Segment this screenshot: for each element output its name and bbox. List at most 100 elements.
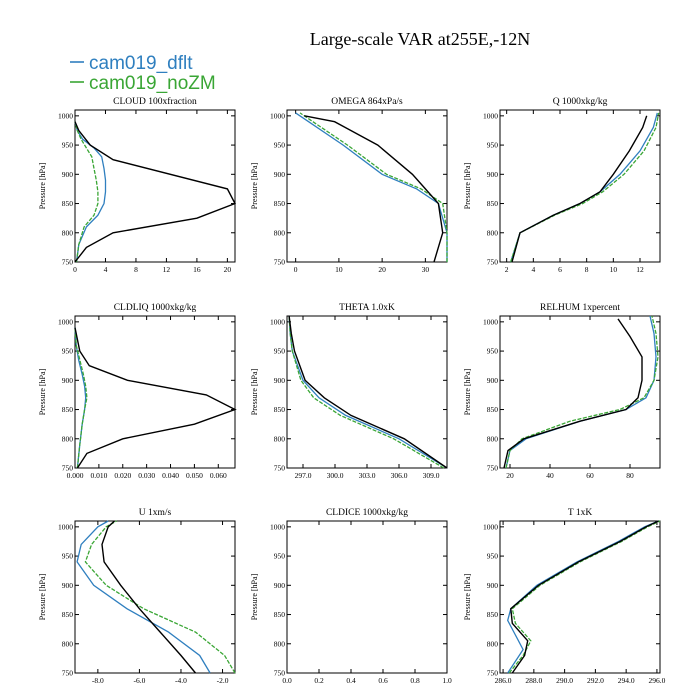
series-line-3: [74, 121, 236, 263]
x-tick-label: 40: [546, 471, 554, 480]
y-axis-label: Pressure [hPa]: [463, 573, 472, 620]
panel-5: THETA 1.0xK Pressure [hPa] 750 800 850 900 950…: [250, 303, 448, 480]
y-tick-label: 900: [62, 170, 74, 179]
x-tick-label: 286.0: [495, 676, 512, 685]
y-tick-label: 950: [274, 347, 286, 356]
series-line-2: [508, 520, 661, 674]
y-axis-label: Pressure [hPa]: [250, 162, 259, 209]
plot-frame: [286, 109, 448, 263]
y-tick-label: 1000: [270, 317, 285, 326]
panel-3: Q 1000xkg/kg Pressure [hPa] 750 800 850 900 95…: [463, 97, 661, 274]
x-tick-label: 309.0: [423, 471, 440, 480]
x-tick-label: 0: [73, 265, 77, 274]
y-axis-label: Pressure [hPa]: [463, 162, 472, 209]
series-line-1: [76, 520, 211, 674]
x-tick-label: 0.2: [314, 676, 324, 685]
legend: cam019_dflt cam019_noZM: [70, 53, 216, 94]
x-tick-label: 20: [378, 265, 386, 274]
y-tick-label: 800: [62, 228, 74, 237]
series-line-2: [510, 112, 660, 263]
series-line-1: [288, 315, 448, 469]
y-axis-label: Pressure [hPa]: [250, 368, 259, 415]
y-tick-label: 950: [62, 347, 74, 356]
x-tick-label: 294.0: [618, 676, 635, 685]
x-tick-label: 80: [626, 471, 634, 480]
series-line-1: [507, 520, 659, 674]
y-axis-label: Pressure [hPa]: [38, 573, 47, 620]
plot-frame: [74, 315, 236, 469]
panel-title: CLDLIQ 1000xkg/kg: [114, 303, 197, 313]
x-tick-label: 0.0: [282, 676, 292, 685]
series-line-3: [288, 315, 448, 469]
x-tick-label: 0.040: [162, 471, 179, 480]
legend-label-dflt: cam019_dflt: [89, 53, 193, 74]
y-tick-label: 750: [274, 258, 286, 267]
series-line-1: [510, 112, 658, 263]
x-tick-label: 8: [134, 265, 138, 274]
y-tick-label: 750: [274, 669, 286, 678]
y-tick-label: 800: [487, 434, 499, 443]
y-tick-label: 1000: [270, 111, 285, 120]
y-tick-label: 950: [487, 141, 499, 150]
y-tick-label: 850: [487, 610, 499, 619]
panel-1: CLOUD 100xfraction Pressure [hPa] 750 800 85…: [38, 96, 236, 274]
plot-frame: [499, 520, 661, 674]
y-tick-label: 900: [62, 376, 74, 385]
x-tick-label: 0.4: [346, 676, 356, 685]
panel-9: T 1xK Pressure [hPa] 750 800 850 900 950 1000 28…: [463, 508, 666, 685]
panel-title: CLOUD 100xfraction: [113, 96, 197, 107]
y-tick-label: 1000: [58, 522, 73, 531]
series-line-3: [304, 115, 444, 263]
x-tick-label: 297.0: [295, 471, 312, 480]
series-line-1: [74, 121, 107, 263]
panel-4: CLDLIQ 1000xkg/kg Pressure [hPa] 750 800 850…: [38, 303, 237, 480]
x-tick-label: 0.6: [378, 676, 388, 685]
y-tick-label: 850: [487, 405, 499, 414]
y-tick-label: 1000: [483, 317, 498, 326]
y-tick-label: 800: [62, 434, 74, 443]
y-tick-label: 750: [62, 464, 74, 473]
y-tick-label: 900: [274, 170, 286, 179]
x-tick-label: -8.0: [92, 676, 104, 685]
y-tick-label: 950: [274, 552, 286, 561]
x-tick-label: 12: [636, 265, 644, 274]
x-tick-label: 6: [558, 265, 562, 274]
panel-title: T 1xK: [568, 508, 593, 518]
x-tick-label: 60: [586, 471, 594, 480]
series-line-3: [511, 115, 648, 263]
series-line-3: [503, 318, 643, 469]
x-tick-label: 0.020: [114, 471, 131, 480]
series-line-2: [84, 520, 236, 674]
x-tick-label: 30: [422, 265, 430, 274]
y-tick-label: 850: [62, 199, 74, 208]
x-tick-label: 20: [506, 471, 514, 480]
y-tick-label: 950: [487, 552, 499, 561]
x-tick-label: 10: [335, 265, 343, 274]
y-tick-label: 950: [62, 552, 74, 561]
panel-title: CLDICE 1000xkg/kg: [326, 508, 408, 518]
y-axis-label: Pressure [hPa]: [38, 162, 47, 209]
x-tick-label: 303.0: [359, 471, 376, 480]
x-tick-label: -4.0: [175, 676, 187, 685]
y-tick-label: 950: [487, 347, 499, 356]
x-tick-label: 16: [193, 265, 201, 274]
x-tick-label: -6.0: [133, 676, 145, 685]
panel-title: THETA 1.0xK: [339, 303, 395, 313]
y-tick-label: 900: [487, 170, 499, 179]
x-tick-label: 296.0: [648, 676, 665, 685]
y-tick-label: 800: [62, 639, 74, 648]
plot-frame: [74, 109, 236, 263]
x-tick-label: 8: [585, 265, 589, 274]
y-tick-label: 750: [62, 669, 74, 678]
plot-frame: [74, 520, 236, 674]
y-tick-label: 850: [274, 610, 286, 619]
y-tick-label: 1000: [58, 111, 73, 120]
y-tick-label: 1000: [483, 522, 498, 531]
x-tick-label: 0.050: [186, 471, 203, 480]
y-tick-label: 900: [487, 376, 499, 385]
y-tick-label: 900: [62, 581, 74, 590]
y-tick-label: 750: [487, 669, 499, 678]
y-tick-label: 1000: [483, 111, 498, 120]
panel-6: RELHUM 1xpercent Pressure [hPa] 750 800 850 9…: [463, 303, 661, 480]
panel-7: U 1xm/s Pressure [hPa] 750 800 850 900 950 1000…: [38, 508, 236, 685]
